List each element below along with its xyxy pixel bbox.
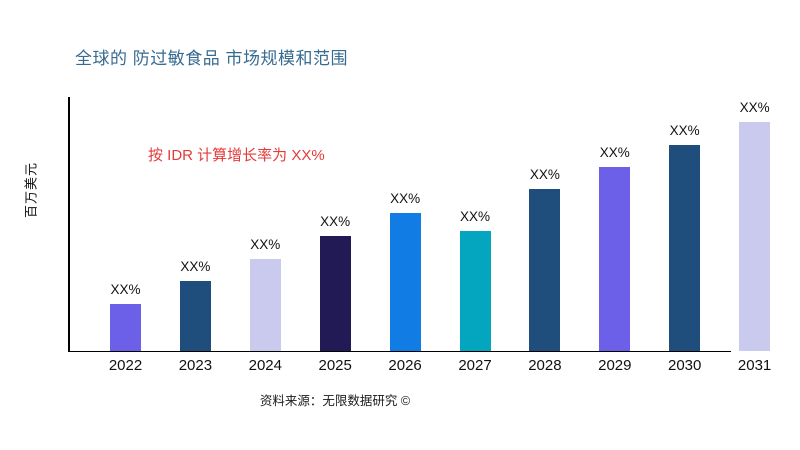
bar-2026 [389,212,421,351]
bar-value-label: XX% [739,100,770,115]
x-tick-2023: 2023 [178,357,213,374]
bar-value-label: XX% [250,236,281,252]
growth-annotation: 按 IDR 计算增长率为 XX% [148,147,325,164]
x-tick-2024: 2024 [248,357,282,374]
bar-2025 [319,236,351,351]
x-tick-2022: 2022 [108,357,143,374]
y-axis-line [68,97,70,352]
bar-value-label: XX% [390,190,421,206]
bar-value-label: XX% [320,214,351,229]
x-tick-2028: 2028 [528,357,562,374]
bar-2023 [179,280,211,351]
y-axis-label: 百万美元 [23,161,39,219]
bar-value-label: XX% [669,122,700,138]
x-tick-2030: 2030 [668,357,702,374]
x-tick-2031: 2031 [737,357,772,374]
bar-value-label: XX% [110,282,141,298]
bar-2028 [529,189,561,351]
bar-value-label: XX% [529,167,560,183]
bar-2030 [669,144,701,351]
x-tick-2025: 2025 [318,357,352,374]
bar-2029 [599,167,631,351]
bar-value-label: XX% [599,145,630,161]
bar-value-label: XX% [459,209,490,224]
bar-2031 [739,122,771,351]
bar-2022 [110,304,141,351]
x-tick-2027: 2027 [458,357,492,374]
x-tick-2026: 2026 [388,357,422,374]
page-title: 全球的 防过敏食品 市场规模和范围 [75,49,348,68]
x-tick-2029: 2029 [598,357,632,374]
source-footer: 资料来源：无限数据研究 © [259,394,411,408]
x-axis-line [68,350,731,352]
bar-value-label: XX% [180,258,211,274]
bar-2024 [249,258,281,351]
bar-2027 [459,231,491,351]
